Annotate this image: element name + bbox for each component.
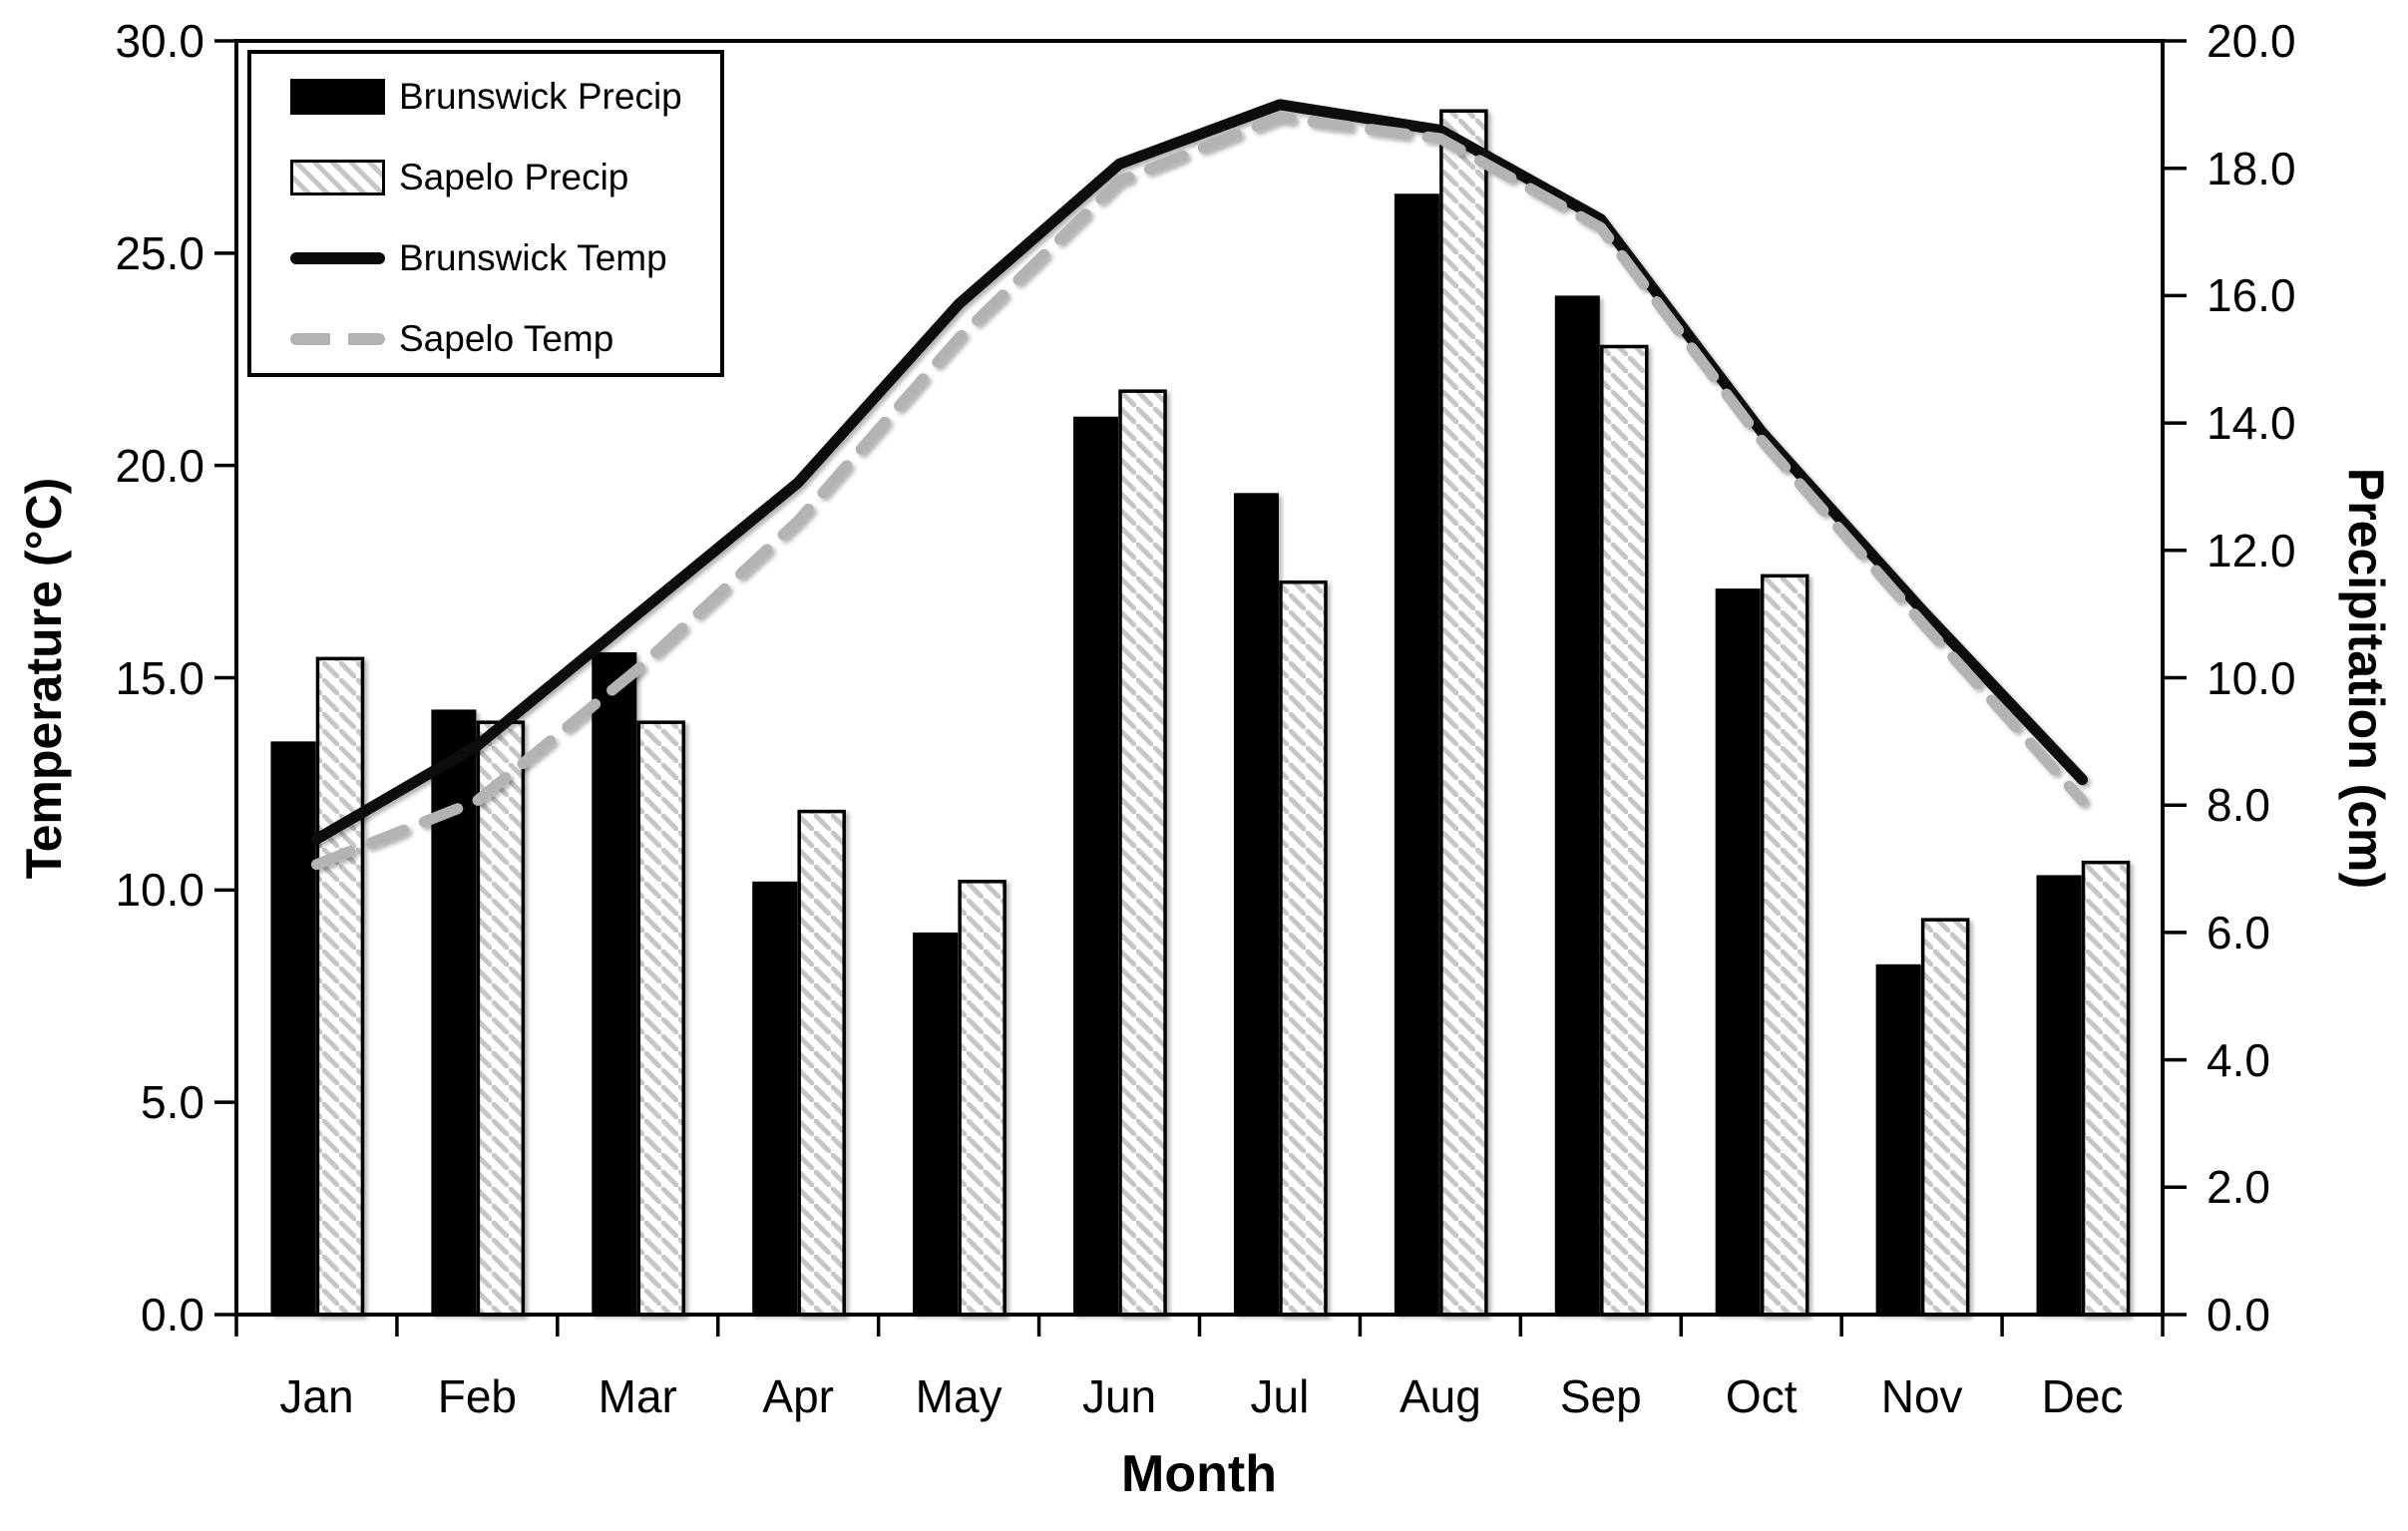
legend-item-sapelo-temp: Sapelo Temp <box>290 317 613 361</box>
x-axis-title: Month <box>1121 1445 1277 1503</box>
x-tick-label: Mar <box>598 1370 677 1422</box>
y-left-tick-label: 25.0 <box>115 226 204 279</box>
y-right-tick-label: 10.0 <box>2207 651 2296 704</box>
legend-item-brunswick-precip: Brunswick Precip <box>290 75 682 119</box>
legend-label: Brunswick Temp <box>399 237 667 278</box>
legend: Brunswick Precip Sapelo Precip Brunswick… <box>247 50 724 377</box>
legend-label: Sapelo Precip <box>399 157 629 197</box>
y-right-tick-label: 12.0 <box>2207 524 2296 576</box>
x-tick-label: Feb <box>437 1370 517 1422</box>
y-right-tick-label: 6.0 <box>2207 906 2270 958</box>
x-tick-label: Aug <box>1399 1370 1481 1422</box>
y-left-tick-label: 5.0 <box>141 1076 204 1129</box>
y-left-tick-label: 20.0 <box>115 439 204 492</box>
legend-swatch-dashed-line <box>290 333 385 345</box>
y-right-tick-label: 0.0 <box>2207 1289 2270 1340</box>
y-right-tick-label: 8.0 <box>2207 779 2270 832</box>
legend-swatch-hatched-bar <box>290 160 385 195</box>
legend-swatch-black-bar <box>290 79 385 115</box>
legend-swatch-solid-line <box>290 252 385 264</box>
y-right-tick-label: 14.0 <box>2207 397 2296 450</box>
y-right-tick-label: 20.0 <box>2207 15 2296 67</box>
y-left-tick-label: 15.0 <box>115 651 204 704</box>
x-tick-label: Jun <box>1081 1370 1157 1422</box>
x-tick-label: Oct <box>1725 1370 1798 1422</box>
legend-label: Brunswick Precip <box>399 76 682 117</box>
x-tick-label: Jul <box>1250 1370 1310 1422</box>
legend-label: Sapelo Temp <box>399 318 614 359</box>
y-left-tick-label: 0.0 <box>141 1289 204 1340</box>
y-left-tick-label: 10.0 <box>115 864 204 917</box>
y-left-tick-label: 30.0 <box>115 15 204 67</box>
legend-item-brunswick-temp: Brunswick Temp <box>290 236 667 280</box>
x-tick-label: Dec <box>2041 1370 2124 1422</box>
x-tick-label: May <box>915 1370 1003 1422</box>
x-tick-label: Apr <box>762 1370 834 1422</box>
y-right-tick-label: 16.0 <box>2207 269 2296 322</box>
y-right-tick-label: 4.0 <box>2207 1033 2270 1086</box>
x-tick-label: Sep <box>1559 1370 1642 1422</box>
y-right-tick-label: 18.0 <box>2207 142 2296 194</box>
x-tick-label: Nov <box>1880 1370 1963 1422</box>
x-tick-label: Jan <box>279 1370 354 1422</box>
y-right-tick-label: 2.0 <box>2207 1161 2270 1214</box>
legend-item-sapelo-precip: Sapelo Precip <box>290 156 628 199</box>
